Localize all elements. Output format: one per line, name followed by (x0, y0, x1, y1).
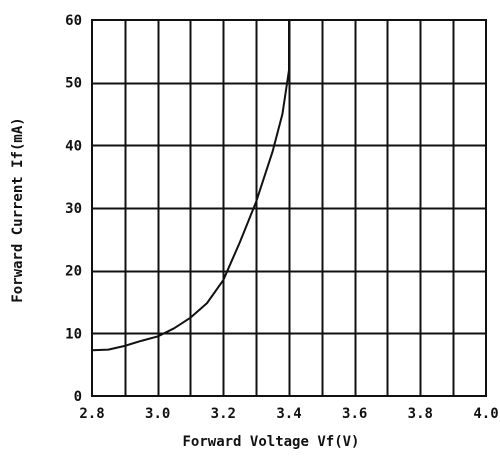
y-tick-label: 40 (65, 138, 82, 154)
y-tick-label: 50 (65, 76, 82, 92)
x-tick-label: 3.8 (408, 406, 433, 422)
x-tick-label: 4.0 (473, 406, 498, 422)
plot-frame (91, 19, 487, 397)
y-axis-label: Forward Current If(mA) (10, 117, 26, 302)
y-tick-label: 60 (65, 13, 82, 29)
x-tick-label: 3.2 (211, 406, 236, 422)
x-tick-label: 3.6 (342, 406, 367, 422)
series-layer (91, 19, 290, 352)
y-tick-label: 10 (65, 326, 82, 342)
grid-layer (92, 20, 486, 396)
x-tick-label: 2.8 (79, 406, 104, 422)
y-tick-label: 0 (74, 389, 82, 405)
series-line (91, 19, 290, 352)
y-tick-label: 30 (65, 201, 82, 217)
x-tick-label: 3.0 (145, 406, 170, 422)
x-axis-label: Forward Voltage Vf(V) (182, 434, 359, 450)
y-tick-labels: 0 10 20 30 40 50 60 (65, 13, 82, 405)
x-tick-label: 3.4 (276, 406, 301, 422)
x-tick-labels: 2.8 3.0 3.2 3.4 3.6 3.8 4.0 (79, 406, 498, 422)
y-tick-label: 20 (65, 264, 82, 280)
